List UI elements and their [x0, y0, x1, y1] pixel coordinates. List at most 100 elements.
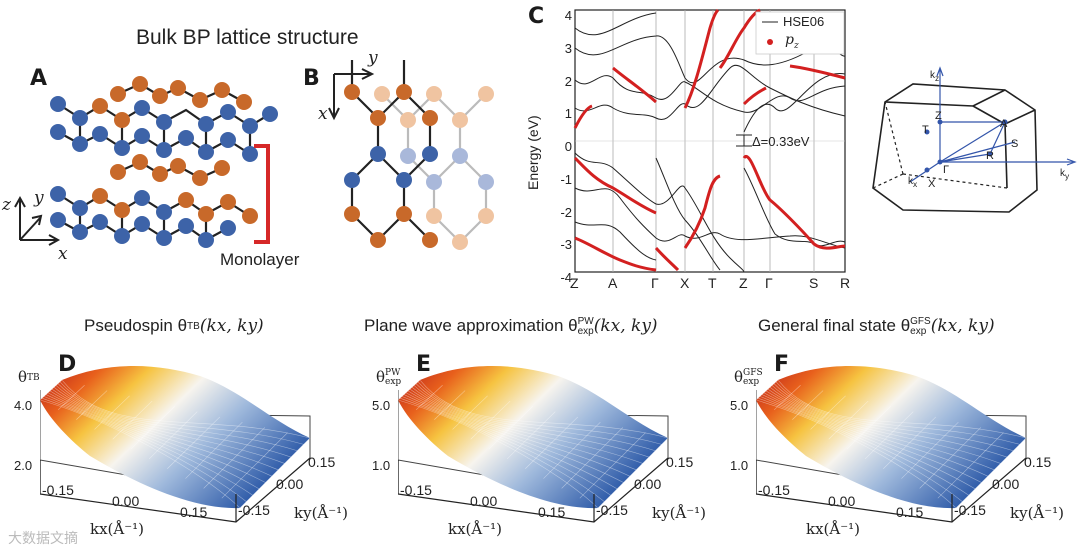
surface-gridline: [415, 385, 443, 411]
label-gamma: Γ: [943, 164, 950, 176]
label-kx: kx: [908, 176, 918, 189]
surface-title: General final state θ GFS exp (kx, ky): [758, 315, 995, 337]
surface-mesh: [40, 366, 310, 509]
surface-gridline: [579, 432, 646, 499]
surface-gridline: [398, 399, 599, 509]
surface-gridline: [775, 381, 1020, 445]
surface-xtick: -0.15: [42, 482, 74, 498]
band-structure-plot: [573, 8, 846, 273]
band-kpoint-label: R: [840, 275, 851, 291]
band-ytick: -3: [560, 237, 572, 253]
surface-ylabel: ky(Å⁻¹): [652, 504, 707, 522]
surface-title: Plane wave approximation θ PW exp (kx, ky): [364, 315, 658, 337]
surface-ztick: 1.0: [730, 458, 749, 473]
surface-gridline: [761, 394, 976, 490]
band-kpoint-label: Γ: [651, 275, 659, 291]
monolayer-label: Monolayer: [220, 250, 300, 269]
band-ylabel: Energy (eV): [525, 115, 541, 190]
surface-gridline: [777, 379, 1027, 439]
band-ytick: 4: [564, 8, 572, 23]
surface-gridline: [53, 387, 285, 464]
lattice-side-view: [14, 76, 278, 248]
surface-gridline: [470, 400, 511, 440]
surface-gridline: [417, 381, 662, 445]
surface-xtick: -0.15: [758, 482, 790, 498]
surface-gridline: [43, 396, 253, 496]
panel-label-f: F: [774, 352, 790, 377]
panel-label-e: E: [416, 352, 432, 377]
surface-gridline: [405, 392, 624, 483]
surface-gridline: [434, 390, 466, 420]
surface-mesh: [756, 366, 1026, 509]
surface-gridline: [40, 399, 241, 509]
band-ytick: 3: [564, 40, 572, 56]
band-kpoint-label: X: [680, 275, 690, 291]
surface-xtick: -0.15: [400, 482, 432, 498]
surface-plot: [756, 366, 1027, 523]
surface-ytick: 0.00: [276, 476, 304, 492]
band-kpoint-label: S: [809, 275, 819, 291]
surface-ytick: -0.15: [238, 502, 270, 518]
gap-label: Δ=0.33eV: [752, 134, 810, 149]
surface-zlabel: θ GFS exp: [734, 368, 763, 387]
surface-xlabel: kx(Å⁻¹): [448, 520, 503, 538]
surface-gridline: [55, 385, 292, 458]
band-ytick: 1: [564, 106, 572, 122]
band-ytick: -1: [560, 171, 572, 187]
axis-label-b-x: x: [318, 104, 328, 124]
surface-gridline: [130, 406, 175, 450]
surface-ylabel: ky(Å⁻¹): [294, 504, 349, 522]
surface-gridline: [597, 437, 669, 509]
surface-gridline: [883, 416, 937, 469]
surface-xtick: 0.15: [180, 504, 208, 520]
surface-ztick: 5.0: [730, 398, 749, 413]
surface-gridline: [49, 390, 272, 477]
axis-label-z: z: [2, 195, 11, 215]
surface-gridline: [94, 395, 130, 430]
surface-plot: [40, 366, 311, 523]
surface-gridline: [773, 385, 801, 411]
legend-pz: pz: [785, 32, 799, 51]
surface-gridline: [937, 432, 1004, 499]
surface-zlabel: θ PW exp: [376, 368, 402, 387]
surface-gridline: [112, 400, 153, 440]
surface-gridline: [401, 396, 611, 496]
surface-gridline: [828, 400, 869, 440]
band-kpoint-label: Z: [570, 275, 579, 291]
band-ytick: 2: [564, 73, 572, 89]
surface-gridline: [403, 394, 618, 490]
surface-gridline: [41, 397, 247, 502]
label-z: Z: [935, 110, 942, 122]
monolayer-bracket: [254, 144, 270, 244]
surface-gridline: [411, 387, 643, 464]
brillouin-zone: [872, 66, 1077, 213]
surface-gridline: [864, 411, 914, 460]
surface-xtick: 0.15: [896, 504, 924, 520]
surface-gridline: [901, 421, 959, 479]
atoms-side-view: [50, 76, 278, 248]
band-kpoint-label: A: [608, 275, 618, 291]
surface-gridline: [203, 427, 266, 489]
surface-gridline: [846, 406, 891, 450]
surface-gridline: [415, 383, 656, 452]
axis-label-x: x: [58, 244, 68, 264]
surface-title: Pseudospin θ TB (kx, ky): [84, 316, 264, 336]
panel-label-a: A: [30, 66, 48, 91]
surface-ytick: 0.15: [1024, 454, 1052, 470]
surface-xlabel: kx(Å⁻¹): [806, 520, 861, 538]
surface-ytick: 0.00: [992, 476, 1020, 492]
surface-gridline: [40, 379, 63, 401]
surface-gridline: [543, 421, 601, 479]
surface-gridline: [51, 388, 279, 471]
surface-gridline: [767, 388, 995, 471]
box-front: [40, 457, 311, 523]
surface-gridline: [759, 396, 969, 496]
surface-gridline: [407, 390, 630, 477]
surface-gridline: [167, 416, 221, 469]
label-ky: ky: [1060, 168, 1070, 181]
surface-gridline: [757, 397, 963, 502]
surface-gridline: [59, 381, 304, 445]
panel-label-c: C: [528, 4, 545, 29]
lattice-title: Bulk BP lattice structure: [136, 26, 359, 49]
surface-gridline: [955, 437, 1027, 509]
